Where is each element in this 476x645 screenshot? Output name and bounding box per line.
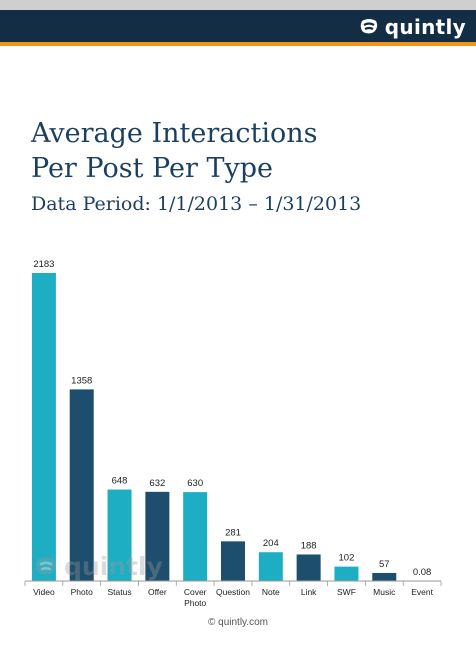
value-label: 188 xyxy=(301,540,317,551)
value-label: 630 xyxy=(187,478,203,489)
category-label: Note xyxy=(262,587,280,597)
bar-note xyxy=(258,552,283,581)
quintly-logo-icon xyxy=(360,19,377,34)
quintly-watermark: quintly xyxy=(34,552,163,581)
bar-cover-photo xyxy=(183,492,208,581)
page-title: Average Interactions Per Post Per Type xyxy=(31,116,317,186)
category-label: Music xyxy=(373,587,396,597)
bar-swf xyxy=(334,566,359,581)
category-label: Status xyxy=(107,587,131,597)
bar-music xyxy=(372,572,397,581)
accent-stripe xyxy=(0,42,476,46)
footer-copyright: © quintly.com xyxy=(208,617,268,628)
category-label: Offer xyxy=(148,587,167,597)
title-line-2: Per Post Per Type xyxy=(31,153,273,184)
category-label: Link xyxy=(301,587,317,597)
bar-status xyxy=(107,489,132,581)
bar-video xyxy=(31,273,56,581)
category-label: Photo xyxy=(71,587,93,597)
value-label: 0.08 xyxy=(413,567,432,578)
bar-question xyxy=(221,541,245,581)
category-label: Event xyxy=(411,587,433,597)
category-label: Question xyxy=(216,587,250,597)
value-label: 204 xyxy=(263,538,279,549)
category-label: Photo xyxy=(184,598,206,608)
value-label: 281 xyxy=(225,527,241,538)
value-label: 648 xyxy=(112,476,128,487)
brand-logo: quintly xyxy=(359,14,466,40)
value-label: 1358 xyxy=(71,375,92,386)
value-label: 102 xyxy=(339,553,355,564)
bar-link xyxy=(296,554,321,581)
top-strip xyxy=(0,0,476,10)
value-label: 632 xyxy=(149,478,165,489)
title-line-1: Average Interactions xyxy=(31,118,318,149)
value-label: 57 xyxy=(379,559,390,570)
bar-photo xyxy=(69,389,94,581)
data-period-subtitle: Data Period: 1/1/2013 – 1/31/2013 xyxy=(31,193,362,215)
bar-offer xyxy=(145,491,170,581)
header-bar xyxy=(0,10,476,42)
category-label: Video xyxy=(33,587,55,597)
brand-name: quintly xyxy=(384,15,466,39)
category-label: SWF xyxy=(337,587,356,597)
watermark-logo-icon xyxy=(36,556,56,575)
watermark-text: quintly xyxy=(64,552,163,581)
category-label: Cover xyxy=(184,587,207,597)
value-label: 2183 xyxy=(33,259,54,270)
interactions-bar-chart: 2183 Video 1358 Photo 648 Status 632 Offer 630 Co… xyxy=(24,259,442,608)
